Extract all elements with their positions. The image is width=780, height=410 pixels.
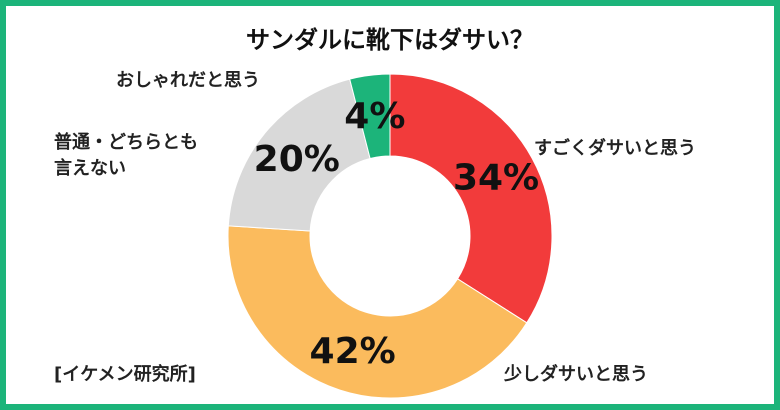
donut-segment — [349, 73, 391, 160]
donut-segment — [389, 73, 553, 324]
category-label: おしゃれだと思う — [116, 70, 260, 91]
donut-segment — [227, 225, 528, 399]
value-label: 34% — [453, 158, 539, 199]
chart-area: 34% 42% 20%4% — [227, 73, 553, 399]
chart-title: サンダルに靴下はダサい？ — [246, 26, 534, 54]
category-label: 普通・どちらとも言えない — [54, 132, 198, 179]
value-label: 42% — [310, 331, 396, 372]
category-label: 少しダサいと思う — [504, 364, 648, 385]
source: [イケメン研究所] — [54, 364, 196, 385]
value-label: 20% — [254, 139, 340, 180]
value-label: 4% — [344, 96, 405, 137]
category-label: すごくダサいと思う — [534, 138, 696, 159]
donut-segment — [227, 78, 371, 232]
